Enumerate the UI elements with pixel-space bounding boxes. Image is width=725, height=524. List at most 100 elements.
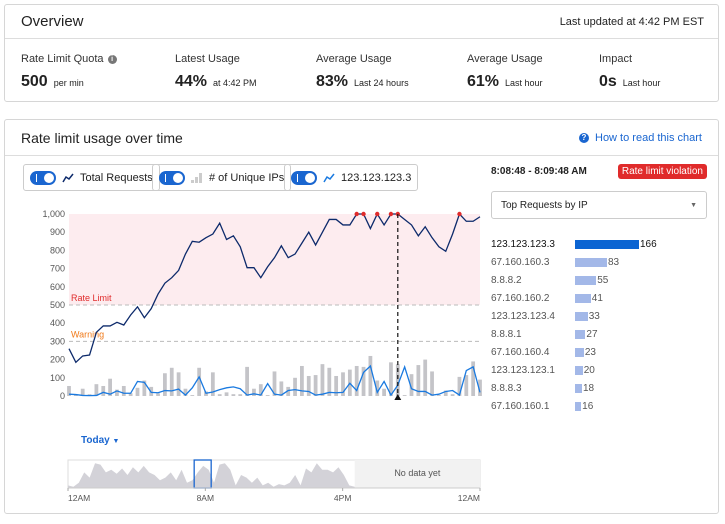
timeline-area	[68, 463, 355, 488]
violation-dot	[354, 211, 359, 217]
toggle-switch[interactable]	[291, 170, 317, 185]
stat-1: Latest Usage 44% at 4:42 PM	[175, 53, 257, 91]
ip-row[interactable]: 123.123.123.4 33	[491, 307, 707, 325]
y-tick-label: 0	[60, 391, 65, 400]
toggle-switch[interactable]	[159, 170, 185, 185]
ip-row[interactable]: 67.160.160.2 41	[491, 289, 707, 307]
ip-bar	[575, 383, 582, 393]
violation-dot	[388, 211, 394, 217]
violation-dot	[375, 211, 380, 217]
y-tick-label: 400	[50, 318, 65, 328]
ip-label: 8.8.8.2	[491, 274, 522, 286]
ip-count-bar	[265, 395, 270, 396]
y-tick-label: 300	[50, 336, 65, 346]
ip-series-line	[68, 364, 481, 397]
ip-count-bar	[197, 367, 202, 396]
ip-count-bar	[437, 395, 441, 396]
toggle-ip-series[interactable]: 123.123.123.3	[284, 164, 419, 191]
ip-count-bar	[313, 375, 318, 396]
ip-count-bar	[341, 372, 345, 396]
no-data-zone	[354, 460, 480, 488]
stat-label: Latest Usage	[175, 53, 240, 65]
stat-3: Average Usage 61% Last hour	[467, 53, 543, 91]
overview-title: Overview	[21, 13, 84, 30]
stat-suffix: Last hour	[622, 78, 661, 88]
ip-count-bar	[183, 388, 188, 396]
ip-count: 33	[588, 310, 600, 322]
ip-count-bar	[300, 365, 304, 396]
ip-count-bar	[272, 371, 277, 396]
stat-suffix: per min	[53, 78, 84, 88]
stat-suffix: Last hour	[505, 78, 543, 88]
ip-label: 8.8.8.3	[491, 382, 522, 394]
stat-value: 500	[21, 73, 48, 90]
ip-row[interactable]: 67.160.160.1 16	[491, 397, 707, 415]
period-dropdown[interactable]: Today ▼	[81, 435, 120, 446]
bar-icon	[191, 173, 202, 183]
ip-count-bar	[121, 385, 126, 396]
how-to-read-link[interactable]: ? How to read this chart	[579, 132, 702, 144]
usage-card: Rate limit usage over time ? How to read …	[4, 119, 719, 514]
ip-count-bar	[156, 393, 160, 396]
y-tick-label: 1,000	[42, 209, 65, 219]
ip-bar	[575, 365, 583, 375]
ip-count-bar	[478, 379, 482, 396]
ip-count: 27	[586, 328, 598, 340]
usage-title: Rate limit usage over time	[21, 129, 183, 146]
ip-count-bar	[395, 364, 400, 396]
stat-4: Impact 0s Last hour	[599, 53, 660, 91]
caret-down-icon: ▼	[112, 438, 120, 445]
ip-label: 67.160.160.3	[491, 256, 550, 268]
ip-count-bar	[163, 373, 167, 396]
ip-count-bar	[101, 385, 106, 396]
violation-dot	[457, 211, 462, 217]
ip-count-bar	[279, 381, 284, 396]
top-requests-dropdown[interactable]: Top Requests by IP ▼	[491, 191, 707, 219]
y-tick-label: 600	[50, 282, 65, 292]
toggle-total-requests[interactable]: Total Requests	[23, 164, 160, 191]
ip-row[interactable]: 123.123.123.1 20	[491, 361, 707, 379]
y-tick-label: 900	[50, 227, 65, 237]
threshold-label: Warning	[71, 329, 104, 339]
ip-count-bar	[115, 389, 119, 396]
stat-2: Average Usage 83% Last 24 hours	[316, 53, 409, 91]
ip-row[interactable]: 67.160.160.3 83	[491, 253, 707, 271]
y-tick-label: 800	[50, 245, 65, 255]
ip-count-bar	[409, 374, 414, 396]
ip-count-bar	[217, 394, 222, 396]
ip-row[interactable]: 8.8.8.1 27	[491, 325, 707, 343]
ip-count-bar	[327, 367, 332, 396]
ip-count-bar	[293, 377, 297, 396]
violation-badge: Rate limit violation	[617, 164, 707, 179]
last-updated: Last updated at 4:42 PM EST	[559, 15, 704, 28]
ip-row[interactable]: 8.8.8.2 55	[491, 271, 707, 289]
stat-label: Average Usage	[316, 53, 392, 65]
line-icon	[62, 173, 74, 182]
ip-count-bar	[443, 390, 448, 396]
toggle-unique-ips[interactable]: # of Unique IPs	[152, 164, 292, 191]
ip-row[interactable]: 8.8.8.3 18	[491, 379, 707, 397]
ip-count-bar	[320, 364, 325, 396]
y-tick-label: 700	[50, 264, 65, 274]
stat-value: 0s	[599, 73, 617, 90]
ip-label: 67.160.160.4	[491, 346, 550, 358]
ip-bar	[575, 257, 607, 267]
ip-row[interactable]: 123.123.123.3 166	[491, 235, 707, 253]
toggle-switch[interactable]	[30, 170, 56, 185]
ip-count: 55	[597, 274, 609, 286]
ip-label: 123.123.123.3	[491, 238, 555, 250]
info-icon[interactable]: i	[107, 54, 117, 64]
overview-card: Overview Last updated at 4:42 PM EST Rate…	[4, 4, 719, 102]
ip-count-bar	[375, 380, 380, 396]
ip-count-bar	[231, 394, 236, 396]
ip-row[interactable]: 67.160.160.4 23	[491, 343, 707, 361]
ip-count-bar	[423, 359, 428, 396]
usage-chart[interactable]: 0 100 200 300 400 500 600 700 800 900 1,000 Rate Li…	[5, 200, 485, 400]
line-icon	[323, 173, 335, 182]
ip-bar	[575, 329, 586, 339]
ip-count-bar	[135, 387, 140, 396]
stat-value: 44%	[175, 73, 208, 90]
ip-count-bar	[354, 365, 359, 396]
overview-timeline[interactable]: No data yet 12AM 8AM 4PM 12AM	[5, 454, 485, 524]
ip-count: 16	[582, 400, 594, 412]
